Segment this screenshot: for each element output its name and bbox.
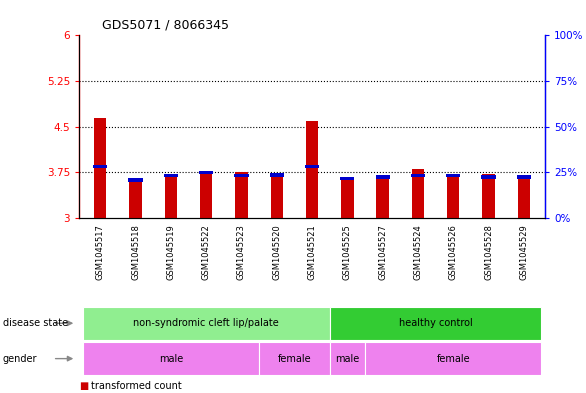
Bar (93, 165, 107, 168)
Bar (83, 307, 330, 340)
Text: ■: ■ (79, 381, 88, 391)
Bar (330, 342, 365, 375)
Bar (482, 175, 496, 178)
Bar (412, 169, 424, 218)
Text: GSM1045527: GSM1045527 (378, 224, 387, 280)
Text: female: female (437, 354, 470, 364)
Text: healthy control: healthy control (398, 318, 472, 328)
Bar (482, 174, 495, 218)
Text: GSM1045525: GSM1045525 (343, 224, 352, 280)
Bar (376, 177, 389, 218)
Bar (200, 173, 212, 218)
Text: GSM1045526: GSM1045526 (449, 224, 458, 280)
Bar (199, 171, 213, 174)
Text: GSM1045517: GSM1045517 (96, 224, 105, 280)
Text: GSM1045523: GSM1045523 (237, 224, 246, 280)
Bar (270, 173, 284, 177)
Bar (236, 173, 248, 218)
Bar (306, 121, 318, 218)
Text: gender: gender (3, 354, 38, 364)
Bar (130, 182, 142, 218)
Text: male: male (335, 354, 359, 364)
Text: GSM1045521: GSM1045521 (308, 224, 316, 280)
Text: GSM1045518: GSM1045518 (131, 224, 140, 280)
Bar (365, 342, 541, 375)
Bar (271, 174, 283, 218)
Bar (165, 177, 177, 218)
Bar (234, 174, 248, 177)
Bar (340, 177, 355, 180)
Text: GSM1045528: GSM1045528 (484, 224, 493, 280)
Text: GSM1045519: GSM1045519 (166, 224, 175, 280)
Bar (83, 342, 259, 375)
Text: GSM1045522: GSM1045522 (202, 224, 210, 280)
Bar (376, 175, 390, 178)
Text: male: male (159, 354, 183, 364)
Bar (341, 178, 353, 218)
Bar (330, 307, 541, 340)
Bar (517, 178, 530, 218)
Text: GSM1045520: GSM1045520 (272, 224, 281, 280)
Bar (447, 174, 459, 218)
Bar (305, 165, 319, 168)
Bar (517, 175, 531, 178)
Text: female: female (278, 354, 311, 364)
Bar (94, 118, 107, 218)
Text: transformed count: transformed count (91, 381, 182, 391)
Text: non-syndromic cleft lip/palate: non-syndromic cleft lip/palate (133, 318, 279, 328)
Bar (128, 178, 142, 182)
Bar (163, 174, 178, 177)
Bar (259, 342, 330, 375)
Bar (411, 174, 425, 177)
Text: disease state: disease state (3, 318, 68, 328)
Text: GSM1045529: GSM1045529 (519, 224, 529, 280)
Text: GDS5071 / 8066345: GDS5071 / 8066345 (103, 18, 229, 31)
Bar (446, 174, 461, 177)
Text: GSM1045524: GSM1045524 (414, 224, 423, 280)
